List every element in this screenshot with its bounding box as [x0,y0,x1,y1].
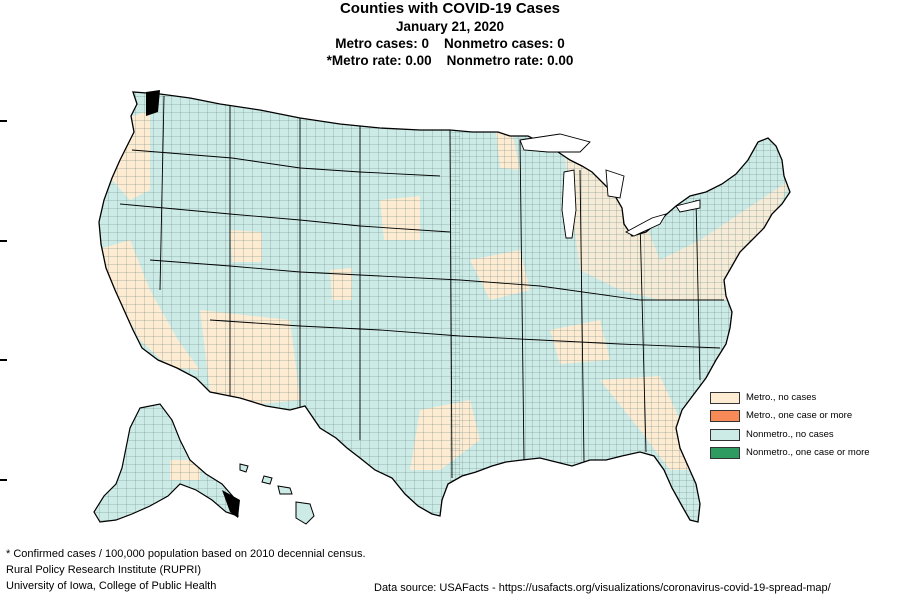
legend-swatch [710,391,740,404]
state-border [579,169,585,463]
frame-tick [0,240,7,242]
state-border [159,95,165,291]
lower-48-states [98,91,791,523]
case-counts: Metro cases: 0 Nonmetro cases: 0 [335,36,565,51]
legend-swatch [710,447,740,459]
legend-label: Nonmetro., no cases [746,428,834,440]
state-borders [119,95,724,479]
state-border [149,259,724,301]
hawaii-island [277,485,293,495]
frame-tick [0,120,7,122]
state-border [519,139,525,461]
legend-label: Nonmetro., one case or more [746,447,870,458]
lake-superior [519,133,591,153]
great-lakes [519,133,701,239]
state-border [449,129,453,479]
alaska-borough-borders [94,404,238,522]
hawaii-island [239,463,249,473]
legend-swatch [710,428,740,441]
puget-sound [146,90,160,116]
hawaii-island [261,475,273,485]
hawaii [239,463,315,525]
org-credit: Rural Policy Research Institute (RUPRI) [6,564,202,576]
rate-summary: *Metro rate: 0.00 Nonmetro rate: 0.00 [326,53,574,68]
university-credit: University of Iowa, College of Public He… [6,580,217,592]
lake-erie [625,213,667,237]
footer-credits: * Confirmed cases / 100,000 population b… [6,546,366,594]
state-border [695,199,701,381]
alaska-islands [222,490,240,518]
state-border [639,219,647,453]
legend-item-nonmetro-cases: Nonmetro., one case or more [710,447,890,460]
data-source: Data source: USAFacts - https://usafacts… [374,582,831,594]
legend-label: Metro., one case or more [746,410,853,421]
footnote: * Confirmed cases / 100,000 population b… [6,548,366,560]
lake-ontario [675,199,701,213]
map-title-block: Counties with COVID-19 Cases January 21,… [0,0,900,69]
lake-huron [605,169,625,199]
legend-item-metro-no-cases: Metro., no cases [710,391,890,404]
alaska-outline [93,403,239,523]
alaska [93,403,240,523]
map-legend: Metro., no cases Metro., one case or mor… [710,391,890,465]
lake-michigan [561,169,577,239]
frame-tick [0,359,7,361]
legend-label: Metro., no cases [746,391,817,403]
map-title: Counties with COVID-19 Cases [339,0,561,17]
frame-tick [0,479,7,481]
legend-swatch [710,410,740,422]
map-date: January 21, 2020 [395,19,505,34]
hawaii-island [295,501,315,525]
legend-item-nonmetro-no-cases: Nonmetro., no cases [710,428,890,441]
legend-item-metro-cases: Metro., one case or more [710,410,890,423]
